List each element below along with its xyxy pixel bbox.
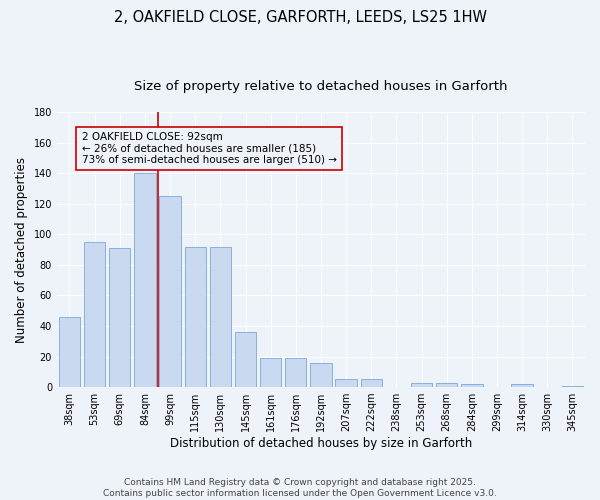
Bar bbox=[361, 380, 382, 387]
Bar bbox=[84, 242, 106, 387]
Text: 2 OAKFIELD CLOSE: 92sqm
← 26% of detached houses are smaller (185)
73% of semi-d: 2 OAKFIELD CLOSE: 92sqm ← 26% of detache… bbox=[82, 132, 337, 166]
Bar bbox=[461, 384, 482, 387]
Bar bbox=[160, 196, 181, 387]
Bar bbox=[209, 246, 231, 387]
X-axis label: Distribution of detached houses by size in Garforth: Distribution of detached houses by size … bbox=[170, 437, 472, 450]
Bar bbox=[134, 174, 155, 387]
Bar bbox=[59, 317, 80, 387]
Bar bbox=[285, 358, 307, 387]
Title: Size of property relative to detached houses in Garforth: Size of property relative to detached ho… bbox=[134, 80, 508, 93]
Text: Contains HM Land Registry data © Crown copyright and database right 2025.
Contai: Contains HM Land Registry data © Crown c… bbox=[103, 478, 497, 498]
Y-axis label: Number of detached properties: Number of detached properties bbox=[15, 156, 28, 342]
Bar bbox=[260, 358, 281, 387]
Bar bbox=[411, 382, 432, 387]
Bar bbox=[235, 332, 256, 387]
Bar bbox=[511, 384, 533, 387]
Bar bbox=[185, 246, 206, 387]
Bar bbox=[335, 380, 357, 387]
Bar bbox=[436, 382, 457, 387]
Bar bbox=[310, 362, 332, 387]
Bar bbox=[562, 386, 583, 387]
Bar bbox=[109, 248, 130, 387]
Text: 2, OAKFIELD CLOSE, GARFORTH, LEEDS, LS25 1HW: 2, OAKFIELD CLOSE, GARFORTH, LEEDS, LS25… bbox=[113, 10, 487, 25]
